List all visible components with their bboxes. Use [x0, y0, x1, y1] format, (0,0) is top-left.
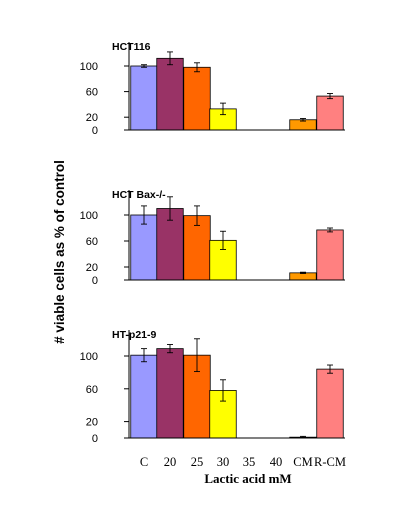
y-tick-label: 60 [86, 236, 98, 248]
bar-R-CM [316, 368, 344, 439]
x-tick-label: R-CM [314, 455, 346, 469]
y-tick-label: 0 [92, 433, 98, 445]
error-bar-25 [194, 62, 200, 73]
chart-panel-1: HCT116 020 60 100 [80, 41, 345, 137]
bar-R-CM [316, 95, 344, 131]
panel-title: HCT Bax-/- [112, 189, 166, 201]
bar-R-CM [316, 229, 344, 281]
bar-20 [156, 348, 184, 439]
error-bar-25 [194, 338, 200, 373]
y-tick-label: 60 [86, 87, 98, 99]
error-bar-CM [300, 271, 306, 274]
error-bar-30 [220, 102, 226, 116]
y-tick-label: 20 [86, 417, 98, 429]
error-bar-R-CM [327, 364, 333, 374]
bar-20 [156, 57, 184, 131]
error-bar-C [141, 205, 147, 225]
y-tick-label: 100 [80, 210, 98, 222]
error-bar-25 [194, 205, 200, 226]
y-tick-label: 20 [86, 112, 98, 124]
error-bar-R-CM [327, 93, 333, 100]
y-tick-label: 100 [80, 61, 98, 73]
y-tick-label: 0 [92, 275, 98, 287]
bar-25 [183, 66, 211, 131]
x-tick-label: 30 [217, 455, 230, 469]
x-axis-title: Lactic acid mM [204, 471, 291, 486]
x-tick-label: 20 [164, 455, 177, 469]
bar-C [130, 354, 158, 439]
y-axis-title: # viable cells as % of control [52, 160, 67, 344]
bar-C [130, 214, 158, 281]
error-bar-30 [220, 379, 226, 402]
chart-panel-3: HT-p21-9 0 20 60 100 [80, 329, 345, 445]
bar-C [130, 65, 158, 131]
error-bar-30 [220, 230, 226, 250]
y-tick-label: 20 [86, 262, 98, 274]
x-tick-label: 40 [270, 455, 283, 469]
error-bar-20 [167, 196, 173, 221]
error-bar-R-CM [327, 227, 333, 233]
y-tick-label: 100 [80, 351, 98, 363]
y-tick-label: 60 [86, 384, 98, 396]
x-tick-label: CM [293, 455, 312, 469]
x-tick-label: C [140, 455, 148, 469]
x-tick-label: 25 [191, 455, 204, 469]
chart-panel-2: HCT Bax-/- 020 60 100 [80, 189, 345, 287]
panel-title: HCT116 [112, 41, 151, 53]
x-tick-label: 35 [243, 455, 256, 469]
error-bar-CM [300, 118, 306, 122]
error-bar-20 [167, 344, 173, 354]
error-bar-C [141, 348, 147, 363]
y-tick-label: 0 [92, 125, 98, 137]
error-bar-20 [167, 51, 173, 66]
error-bar-C [141, 64, 147, 68]
panel-title: HT-p21-9 [112, 329, 157, 341]
